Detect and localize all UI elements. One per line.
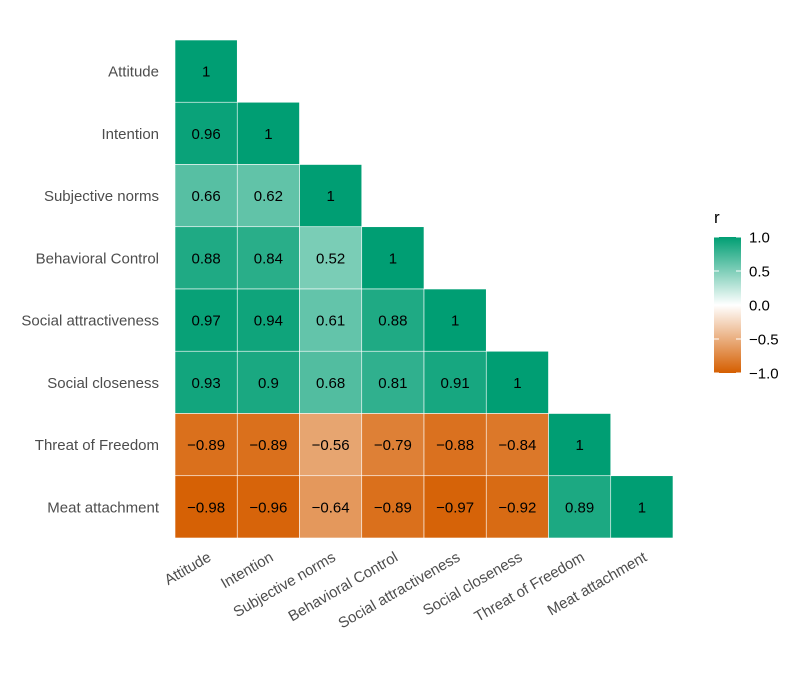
x-tick-label: Attitude	[162, 549, 215, 589]
heatmap-cell	[299, 475, 363, 539]
cell-value-label: 0.93	[192, 375, 221, 392]
cell-value-label: −0.89	[187, 437, 225, 454]
legend-title: r	[714, 208, 720, 227]
cell-value-label: 1	[451, 313, 459, 330]
cell-value-label: 0.89	[565, 499, 594, 516]
cell-value-label: 0.84	[254, 250, 283, 267]
cell-value-label: 1	[638, 499, 646, 516]
heatmap-cell	[361, 226, 425, 290]
cell-value-label: 1	[389, 250, 397, 267]
heatmap-cell	[485, 413, 549, 477]
y-tick-label: Subjective norms	[44, 188, 159, 205]
cell-value-label: 0.97	[192, 313, 221, 330]
y-tick-label: Meat attachment	[47, 499, 160, 516]
heatmap-cell	[423, 288, 487, 352]
cell-value-label: −0.56	[312, 437, 350, 454]
heatmap-cell	[361, 288, 425, 352]
heatmap-cell	[174, 413, 238, 477]
cell-value-label: −0.79	[374, 437, 412, 454]
heatmap-cell	[174, 164, 238, 228]
y-tick-label: Social attractiveness	[21, 313, 159, 330]
legend-tick-label: 0.0	[749, 298, 770, 315]
heatmap-cell	[610, 475, 674, 539]
cell-value-label: −0.98	[187, 499, 225, 516]
legend-tick-label: −0.5	[749, 332, 779, 349]
heatmap-cells	[174, 39, 674, 539]
cell-value-label: 0.61	[316, 313, 345, 330]
y-tick-label: Threat of Freedom	[35, 437, 159, 454]
heatmap-cell	[548, 475, 612, 539]
cell-value-label: 0.94	[254, 313, 283, 330]
y-tick-label: Behavioral Control	[36, 250, 159, 267]
cell-value-label: 0.96	[192, 126, 221, 143]
cell-value-label: 0.9	[258, 375, 279, 392]
heatmap-cell	[299, 350, 363, 414]
heatmap-cell	[236, 164, 300, 228]
legend-ticks: 1.0 0.5 0.0 −0.5 −1.0	[714, 230, 779, 383]
heatmap-cell	[485, 475, 549, 539]
heatmap-cell	[236, 226, 300, 290]
heatmap-cell	[361, 350, 425, 414]
y-tick-label: Social closeness	[47, 375, 159, 392]
heatmap-cell	[174, 101, 238, 165]
heatmap-cell	[548, 413, 612, 477]
heatmap-cell-labels: 1 0.96 1 0.66 0.62 1 0.88 0.84 0.52 1 0.97 0.94 0.61…	[187, 64, 646, 517]
heatmap-cell	[485, 350, 549, 414]
heatmap-cell	[361, 413, 425, 477]
x-tick-label: Threat of Freedom	[472, 549, 588, 626]
cell-value-label: 0.52	[316, 250, 345, 267]
heatmap-cell	[236, 413, 300, 477]
heatmap-cell	[236, 101, 300, 165]
legend-tick-label: −1.0	[749, 366, 779, 383]
legend-tick-label: 0.5	[749, 264, 770, 281]
cell-value-label: 0.91	[441, 375, 470, 392]
legend-tick-label: 1.0	[749, 230, 770, 247]
cell-value-label: 1	[513, 375, 521, 392]
heatmap-cell	[423, 350, 487, 414]
cell-value-label: 1	[326, 188, 334, 205]
y-tick-label: Attitude	[108, 64, 159, 81]
cell-value-label: 1	[264, 126, 272, 143]
cell-value-label: 0.81	[378, 375, 407, 392]
y-tick-label: Intention	[101, 126, 159, 143]
cell-value-label: 0.62	[254, 188, 283, 205]
cell-value-label: 1	[202, 64, 210, 81]
heatmap-cell	[299, 164, 363, 228]
heatmap-cell	[174, 475, 238, 539]
cell-value-label: −0.84	[498, 437, 536, 454]
cell-value-label: −0.96	[249, 499, 287, 516]
cell-value-label: −0.88	[436, 437, 474, 454]
cell-value-label: 0.66	[192, 188, 221, 205]
heatmap-cell	[236, 288, 300, 352]
cell-value-label: −0.92	[498, 499, 536, 516]
cell-value-label: 0.68	[316, 375, 345, 392]
heatmap-cell	[174, 39, 238, 103]
cell-value-label: 1	[575, 437, 583, 454]
y-axis-tick-labels: Attitude Intention Subjective norms Behavio…	[21, 64, 159, 517]
cell-value-label: −0.97	[436, 499, 474, 516]
heatmap-cell	[236, 350, 300, 414]
cell-value-label: 0.88	[192, 250, 221, 267]
heatmap-cell	[174, 350, 238, 414]
heatmap-cell	[299, 288, 363, 352]
cell-value-label: −0.89	[249, 437, 287, 454]
color-legend: r 1.0 0.5 0.0 −0.5 −1.0	[714, 208, 779, 383]
cell-value-label: −0.64	[312, 499, 350, 516]
cell-value-label: −0.89	[374, 499, 412, 516]
cell-value-label: 0.88	[378, 313, 407, 330]
